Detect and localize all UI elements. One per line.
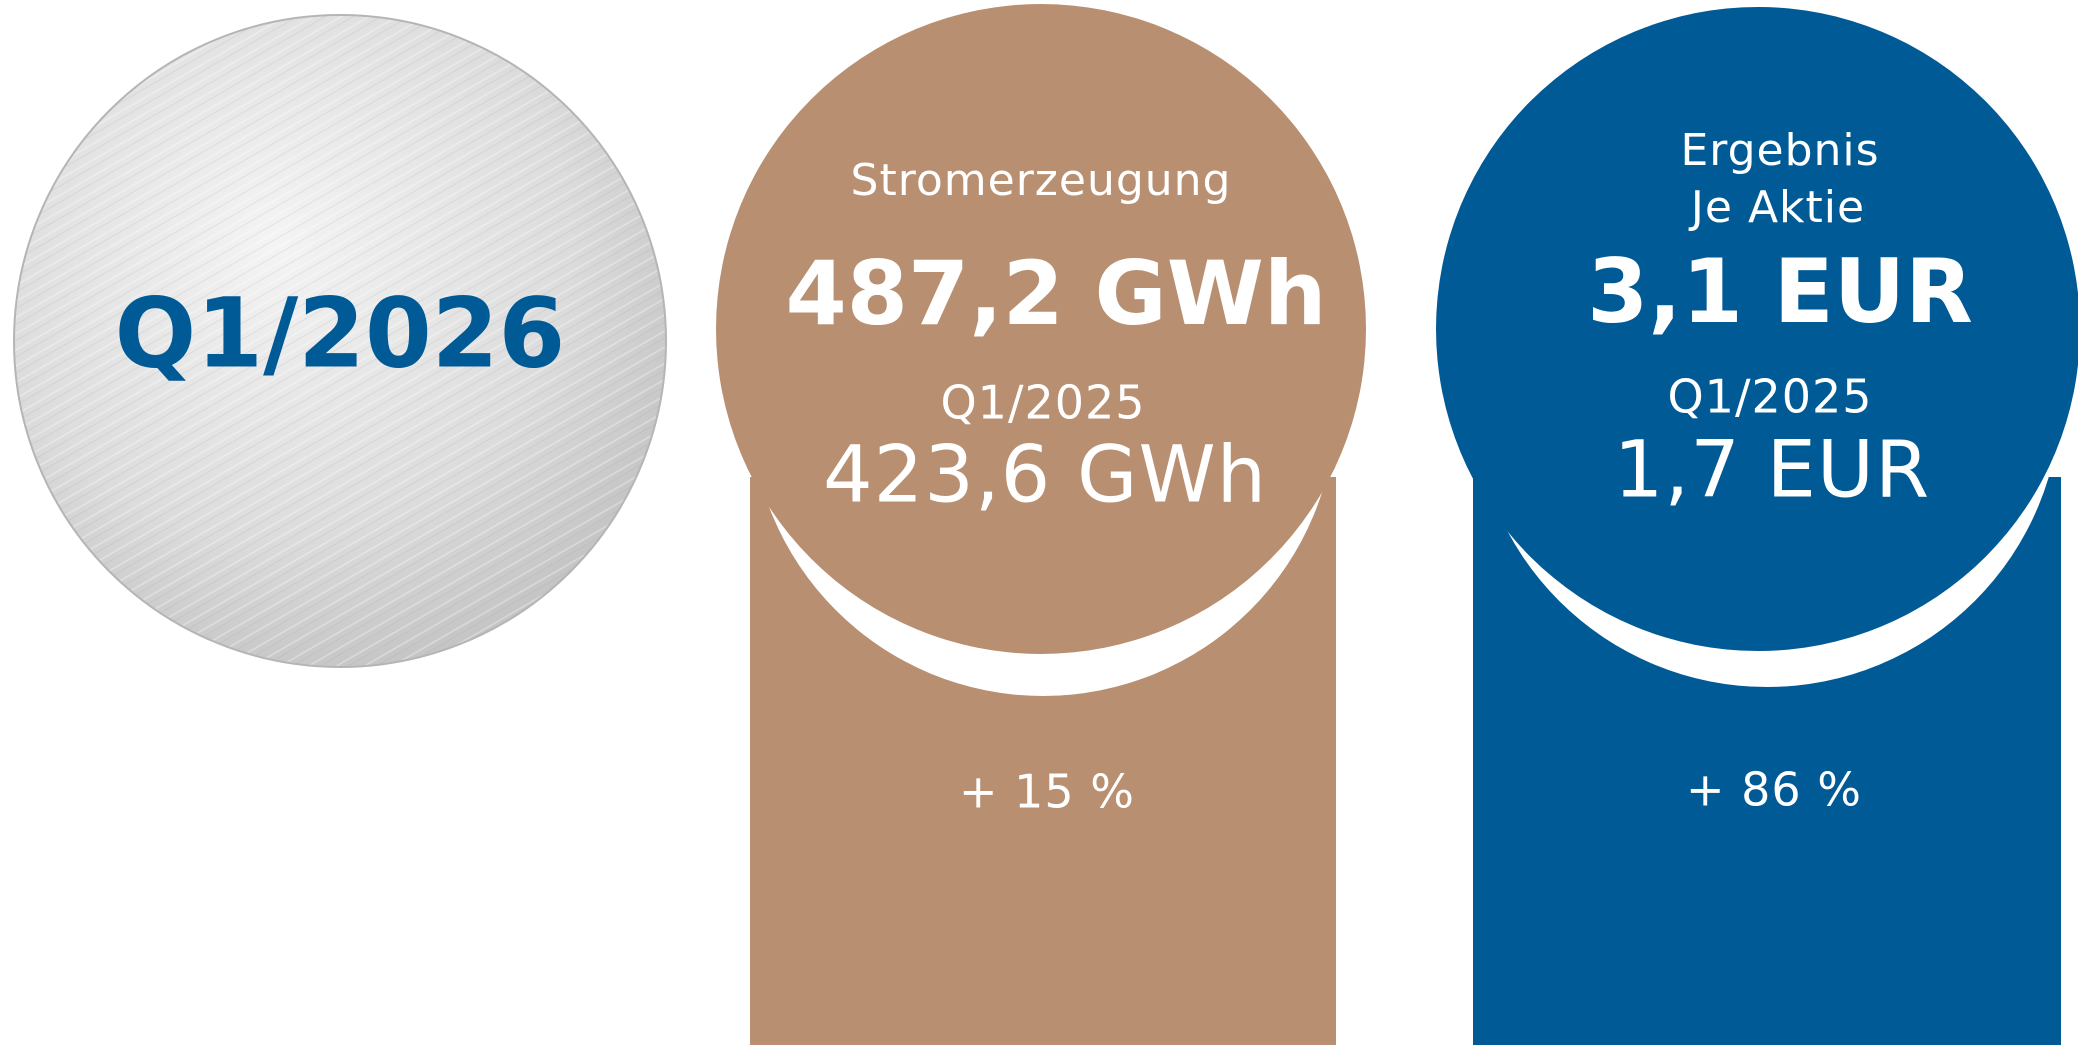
card-title: Stromerzeugung: [851, 155, 1232, 206]
card-title: Je Aktie: [1688, 182, 1865, 233]
card-prev-label: Q1/2025: [1667, 370, 1872, 424]
badge-label: Q1/2026: [115, 277, 566, 389]
card: Ergebnis Je Aktie 3,1 EUR Q1/2025 1,7 EU…: [1436, 7, 2078, 1045]
card-value: 487,2 GWh: [786, 242, 1327, 345]
card-change: + 15 %: [959, 765, 1135, 819]
card-circle: [1436, 7, 2078, 651]
card-value: 3,1 EUR: [1587, 240, 1973, 343]
card-circle: [716, 4, 1366, 654]
card-prev-value: 1,7 EUR: [1614, 425, 1930, 515]
badge-texture: [13, 14, 667, 668]
card-prev-value: 423,6 GWh: [823, 430, 1267, 520]
card: Stromerzeugung 487,2 GWh Q1/2025 423,6 G…: [716, 4, 1366, 1045]
card-change: + 86 %: [1686, 763, 1862, 817]
card-title: Ergebnis: [1680, 125, 1879, 176]
card-prev-label: Q1/2025: [940, 376, 1145, 430]
